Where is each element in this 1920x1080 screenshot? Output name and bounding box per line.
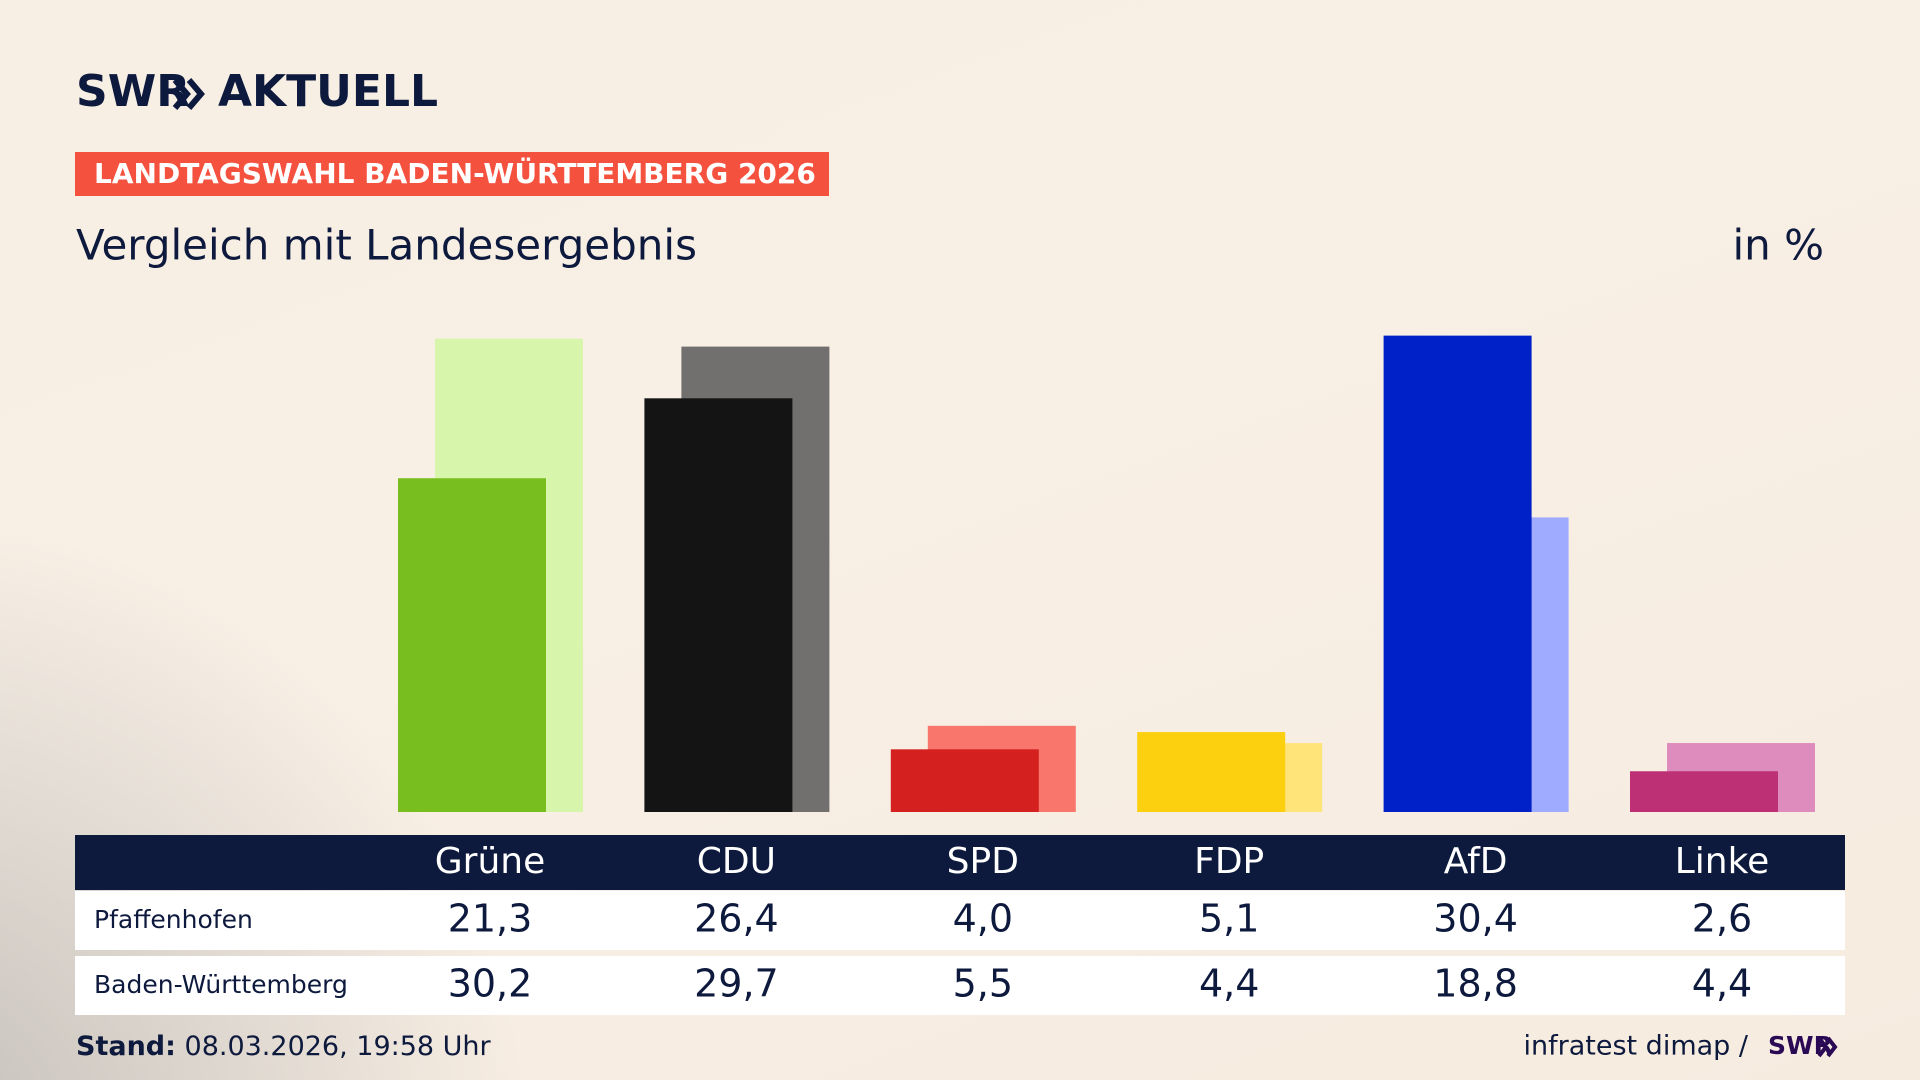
kicker: LANDTAGSWAHL BADEN-WÜRTTEMBERG 2026 <box>94 156 816 190</box>
value-label: 2,6 <box>1692 897 1752 941</box>
value-label: 21,3 <box>448 897 533 941</box>
footer-stand: Stand: 08.03.2026, 19:58 Uhr <box>76 1031 492 1062</box>
chart-title: Vergleich mit Landesergebnis <box>76 221 697 270</box>
table-row <box>75 891 1845 950</box>
kicker-box <box>75 152 829 196</box>
column-header: AfD <box>1444 841 1508 882</box>
bar <box>1630 771 1778 812</box>
value-label: 30,4 <box>1433 897 1518 941</box>
source-chevrons <box>1817 1036 1838 1058</box>
column-header: Linke <box>1675 841 1770 882</box>
value-label: 4,0 <box>953 897 1013 941</box>
logo: SWR <box>76 66 190 117</box>
unit-label: in % <box>1732 221 1824 270</box>
column-header: Grüne <box>435 841 545 882</box>
stand: 08.03.2026, 19:58 Uhr <box>185 1031 492 1062</box>
column-header: CDU <box>697 841 776 882</box>
value-label: 5,5 <box>953 962 1013 1006</box>
logo-chevrons <box>172 78 205 110</box>
bar <box>1383 335 1532 812</box>
stand-label: Stand: <box>76 1031 176 1062</box>
bar <box>644 398 793 812</box>
bar <box>890 749 1039 812</box>
column-header: FDP <box>1194 841 1264 882</box>
value-label: 29,7 <box>694 962 779 1006</box>
value-label: 4,4 <box>1199 962 1259 1006</box>
row-label: Pfaffenhofen <box>94 905 253 934</box>
row-label: Baden-Württemberg <box>94 970 348 999</box>
table-header <box>75 835 1845 890</box>
column-header: SPD <box>947 841 1019 882</box>
value-label: 5,1 <box>1199 897 1259 941</box>
logo-suffix: AKTUELL <box>218 66 438 117</box>
value-label: 26,4 <box>694 897 779 941</box>
value-label: 30,2 <box>448 962 533 1006</box>
source: infratest dimap / <box>1523 1031 1748 1062</box>
table-row <box>75 956 1845 1015</box>
value-label: 18,8 <box>1433 962 1518 1006</box>
value-label: 4,4 <box>1692 962 1752 1006</box>
bar <box>398 478 546 812</box>
bar <box>1137 732 1286 812</box>
